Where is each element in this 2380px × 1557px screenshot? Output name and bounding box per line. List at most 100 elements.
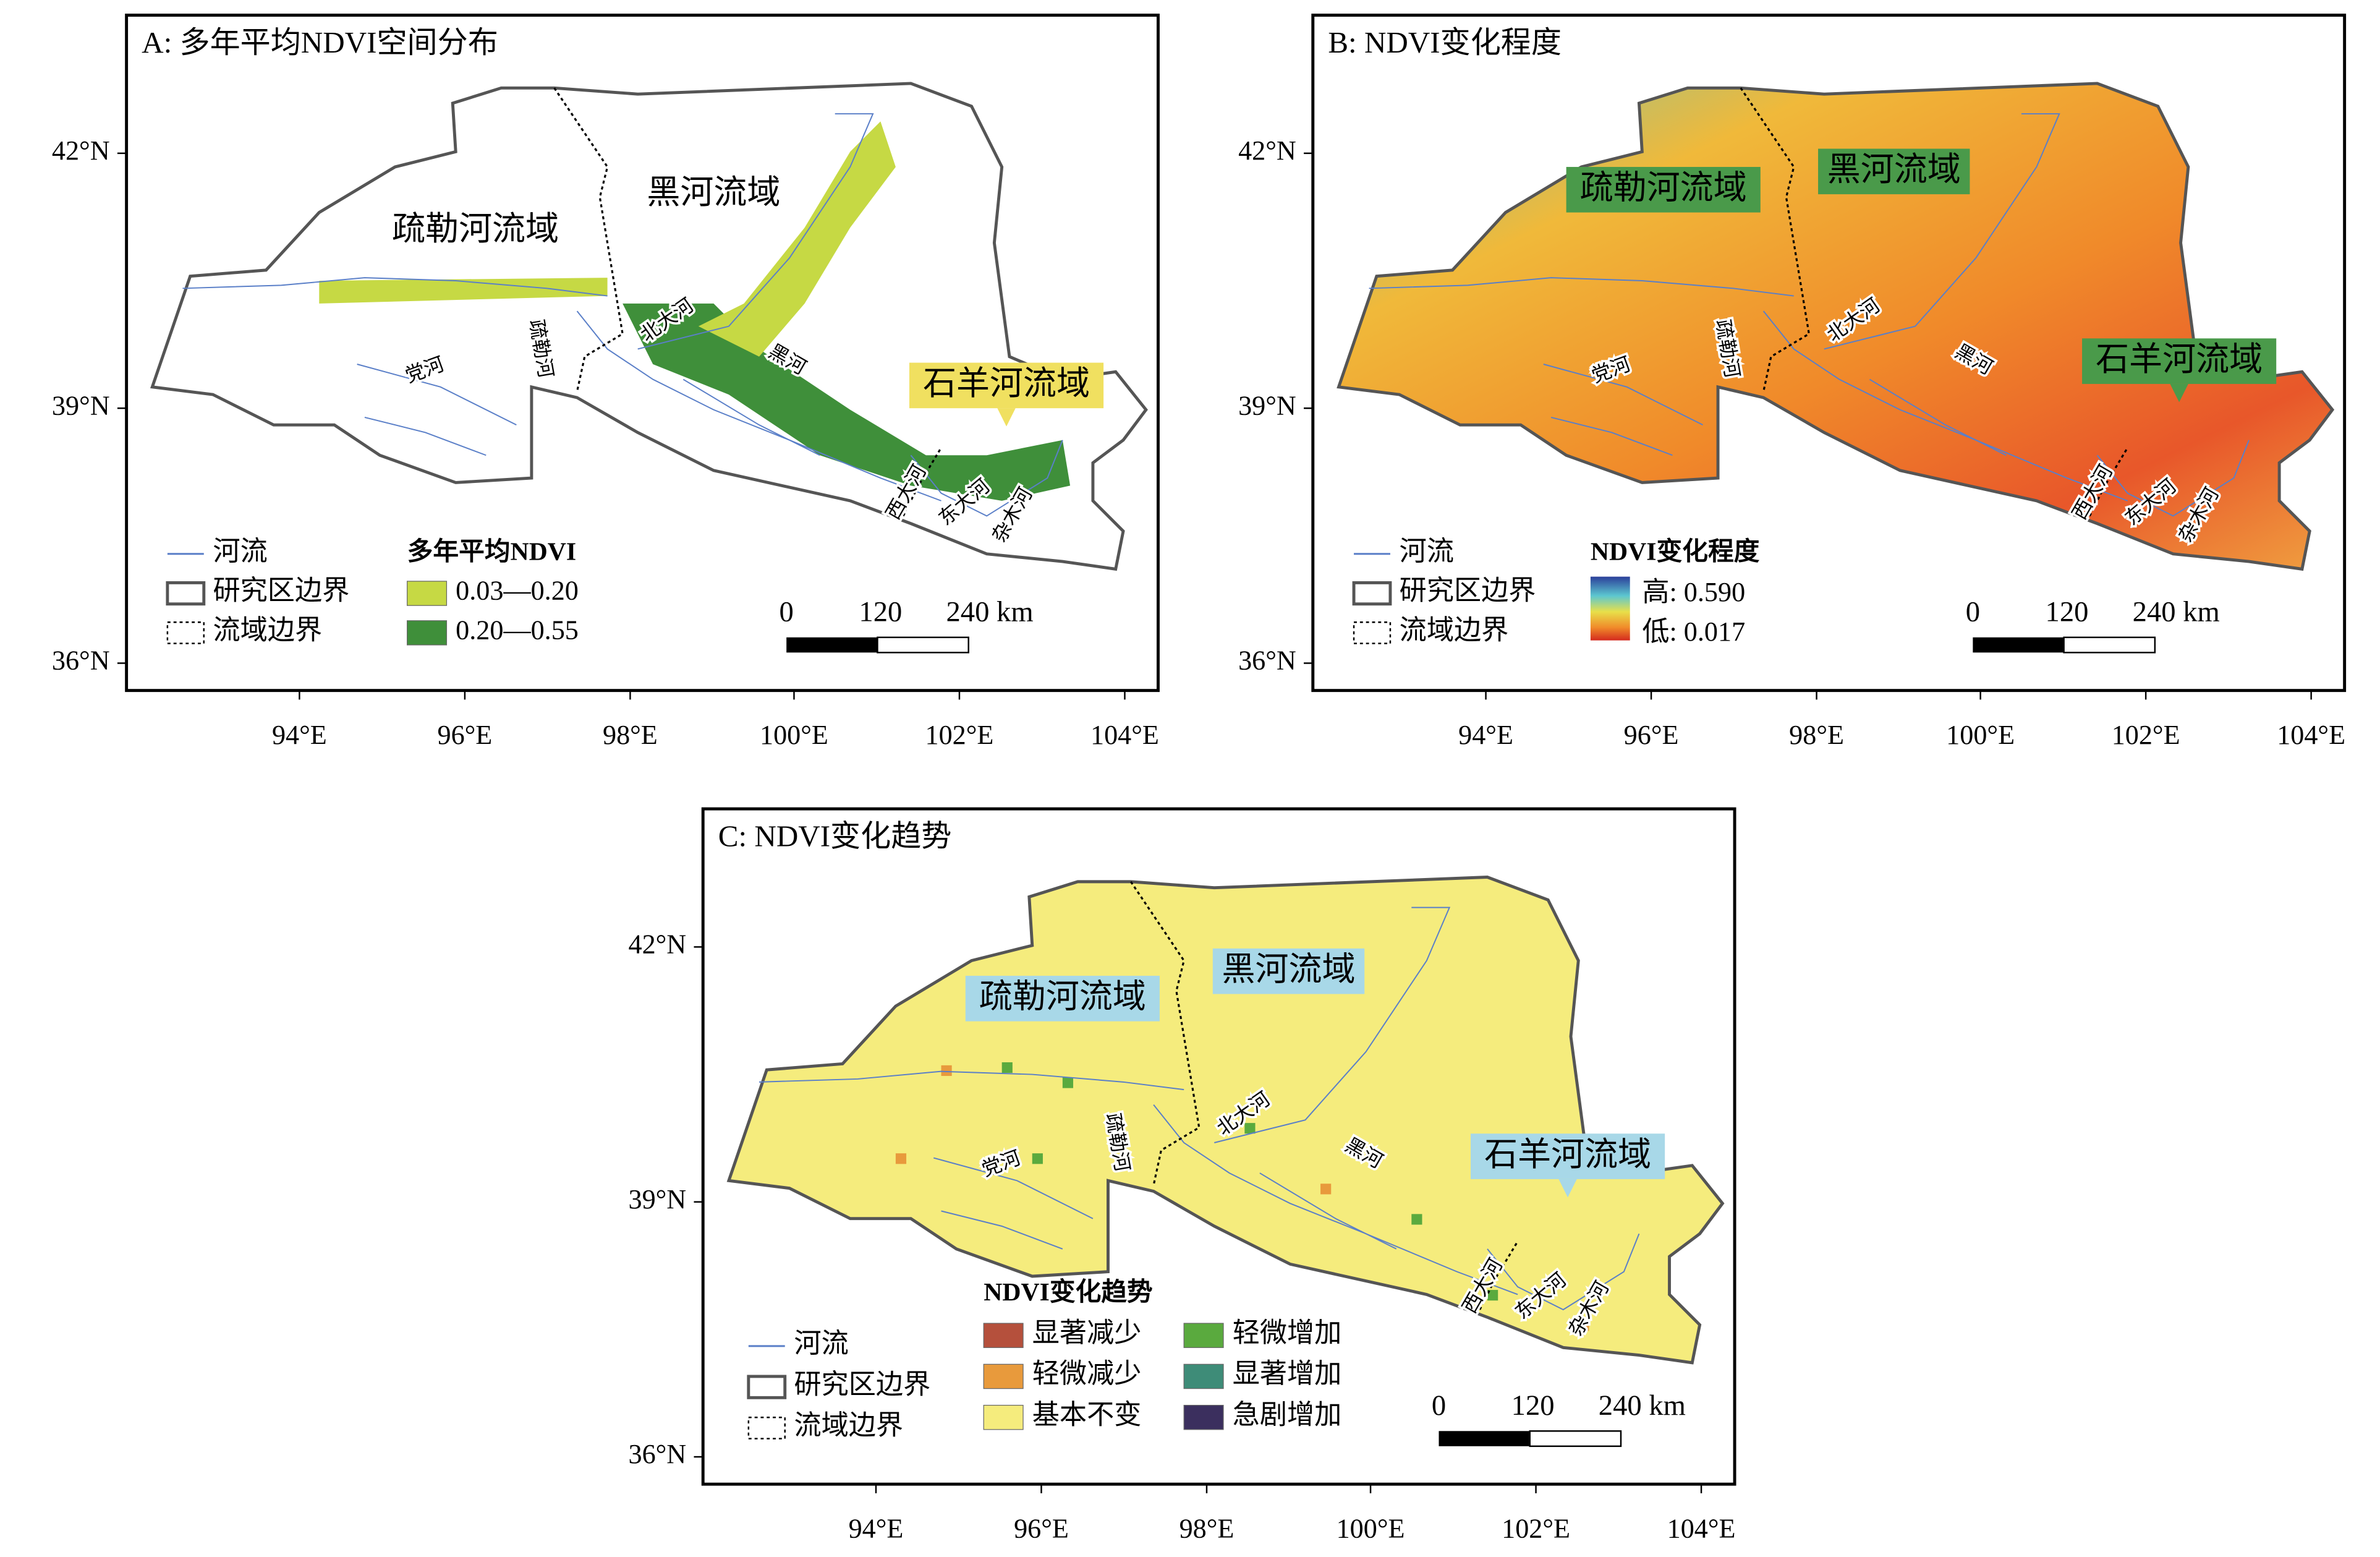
- lon-label: 102°E: [2112, 720, 2180, 750]
- river: [682, 378, 820, 456]
- lon-label: 98°E: [1789, 720, 1844, 750]
- scale-label: 120: [1511, 1389, 1555, 1422]
- pixel: [1411, 1214, 1422, 1225]
- lon-label: 94°E: [849, 1513, 904, 1543]
- pixel: [1578, 1320, 1589, 1331]
- basin-label-bg: [1212, 948, 1365, 994]
- lon-label: 98°E: [1179, 1513, 1235, 1543]
- river: [1824, 113, 2060, 350]
- basin-label: 黑河流域: [1222, 951, 1356, 988]
- panel: A: 多年平均NDVI空间分布 42°N 39°N 36°N 94°E 96°E 98°E 1…: [52, 14, 1160, 750]
- legend-swatch: [1183, 1404, 1224, 1430]
- legend-boundary: [747, 1375, 787, 1399]
- lat-label: 36°N: [52, 646, 110, 676]
- scale-label: 0: [780, 596, 794, 628]
- river: [1369, 277, 1794, 297]
- lat-label: 36°N: [629, 1439, 687, 1469]
- river: [1550, 416, 1673, 456]
- lon-label: 102°E: [1502, 1513, 1570, 1543]
- panel-frame: [125, 14, 1160, 693]
- basin-boundary: [1479, 1240, 1519, 1310]
- pixel: [895, 1153, 907, 1164]
- basin-label-bg: [1818, 148, 1970, 195]
- legend-label: 轻微增加: [1233, 1318, 1342, 1348]
- panel-frame: [701, 807, 1736, 1486]
- lon-label: 94°E: [272, 720, 327, 750]
- lon-label: 102°E: [925, 720, 994, 750]
- basin-label-pointer: [2170, 383, 2188, 403]
- scale-bar: [1973, 637, 2064, 653]
- legend-label: 高: 0.590: [1642, 577, 1745, 607]
- basin-label-bg: [1471, 1133, 1665, 1179]
- scale-label: 120: [2046, 596, 2089, 628]
- river: [1259, 1172, 1397, 1250]
- basin-boundary: [2088, 447, 2129, 517]
- basin-label: 疏勒河流域: [1580, 169, 1747, 207]
- river: [1869, 378, 2007, 456]
- legend-label: 低: 0.017: [1642, 616, 1745, 647]
- lon-label: 104°E: [1667, 1513, 1736, 1543]
- basin-label: 黑河流域: [647, 174, 780, 211]
- panel-title: C: NDVI变化趋势: [718, 819, 952, 853]
- legend-label: 急剧增加: [1233, 1399, 1342, 1430]
- lon-label: 98°E: [603, 720, 658, 750]
- vegetation: [698, 121, 896, 357]
- legend-label: 0.03—0.20: [456, 576, 579, 606]
- river: [941, 1210, 1063, 1250]
- pixel: [1032, 1153, 1043, 1164]
- river: [576, 310, 941, 501]
- legend-label: 河流: [1400, 536, 1454, 566]
- river: [1214, 906, 1451, 1143]
- legend-label: 河流: [213, 536, 268, 566]
- legend-title: NDVI变化程度: [1591, 537, 1760, 566]
- pixel: [1320, 1184, 1332, 1195]
- river: [910, 440, 1063, 517]
- lat-label: 42°N: [52, 135, 110, 166]
- basin-label-bg: [909, 362, 1104, 409]
- legend-boundary: [1352, 581, 1392, 606]
- pixel: [1062, 1077, 1074, 1088]
- lon-label: 100°E: [760, 720, 828, 750]
- pixel: [1487, 1290, 1498, 1301]
- lat-label: 39°N: [52, 390, 110, 420]
- scale-label: 0: [1432, 1389, 1446, 1422]
- lon-label: 96°E: [1014, 1513, 1069, 1543]
- scale-bar: [1529, 1430, 1622, 1448]
- lon-label: 100°E: [1337, 1513, 1405, 1543]
- legend-label: 基本不变: [1032, 1399, 1142, 1430]
- vegetation: [623, 303, 1071, 501]
- lat-label: 36°N: [1238, 646, 1296, 676]
- pixel: [941, 1065, 952, 1077]
- basin-label: 疏勒河流域: [392, 210, 559, 247]
- panel-title: B: NDVI变化程度: [1328, 25, 1562, 59]
- legend-label: 河流: [794, 1328, 848, 1359]
- river: [759, 1070, 1184, 1091]
- legend-label: 研究区边界: [1400, 576, 1536, 606]
- basin-boundary: [553, 87, 624, 392]
- legend-label: 0.20—0.55: [456, 615, 579, 646]
- legend-label: 流域边界: [794, 1410, 903, 1441]
- lon-label: 96°E: [437, 720, 492, 750]
- legend-label: 显著增加: [1233, 1359, 1342, 1389]
- pixel: [1244, 1123, 1256, 1134]
- basin-label: 黑河流域: [1827, 151, 1961, 188]
- legend-colorbar: [1590, 576, 1630, 641]
- lon-label: 96°E: [1624, 720, 1679, 750]
- scale-label: 240 km: [2133, 596, 2220, 628]
- basin-boundary: [902, 447, 942, 517]
- lon-label: 104°E: [1090, 720, 1159, 750]
- legend-label: 显著减少: [1032, 1318, 1142, 1348]
- lon-label: 94°E: [1458, 720, 1513, 750]
- river: [933, 1157, 1094, 1219]
- river: [2096, 440, 2250, 517]
- river: [1487, 1233, 1640, 1311]
- river: [182, 277, 608, 297]
- lon-label: 104°E: [2277, 720, 2345, 750]
- legend-label: 流域边界: [1400, 615, 1509, 646]
- basin-label-bg: [1566, 166, 1761, 213]
- scale-label: 240 km: [946, 596, 1033, 628]
- river: [1762, 310, 2128, 501]
